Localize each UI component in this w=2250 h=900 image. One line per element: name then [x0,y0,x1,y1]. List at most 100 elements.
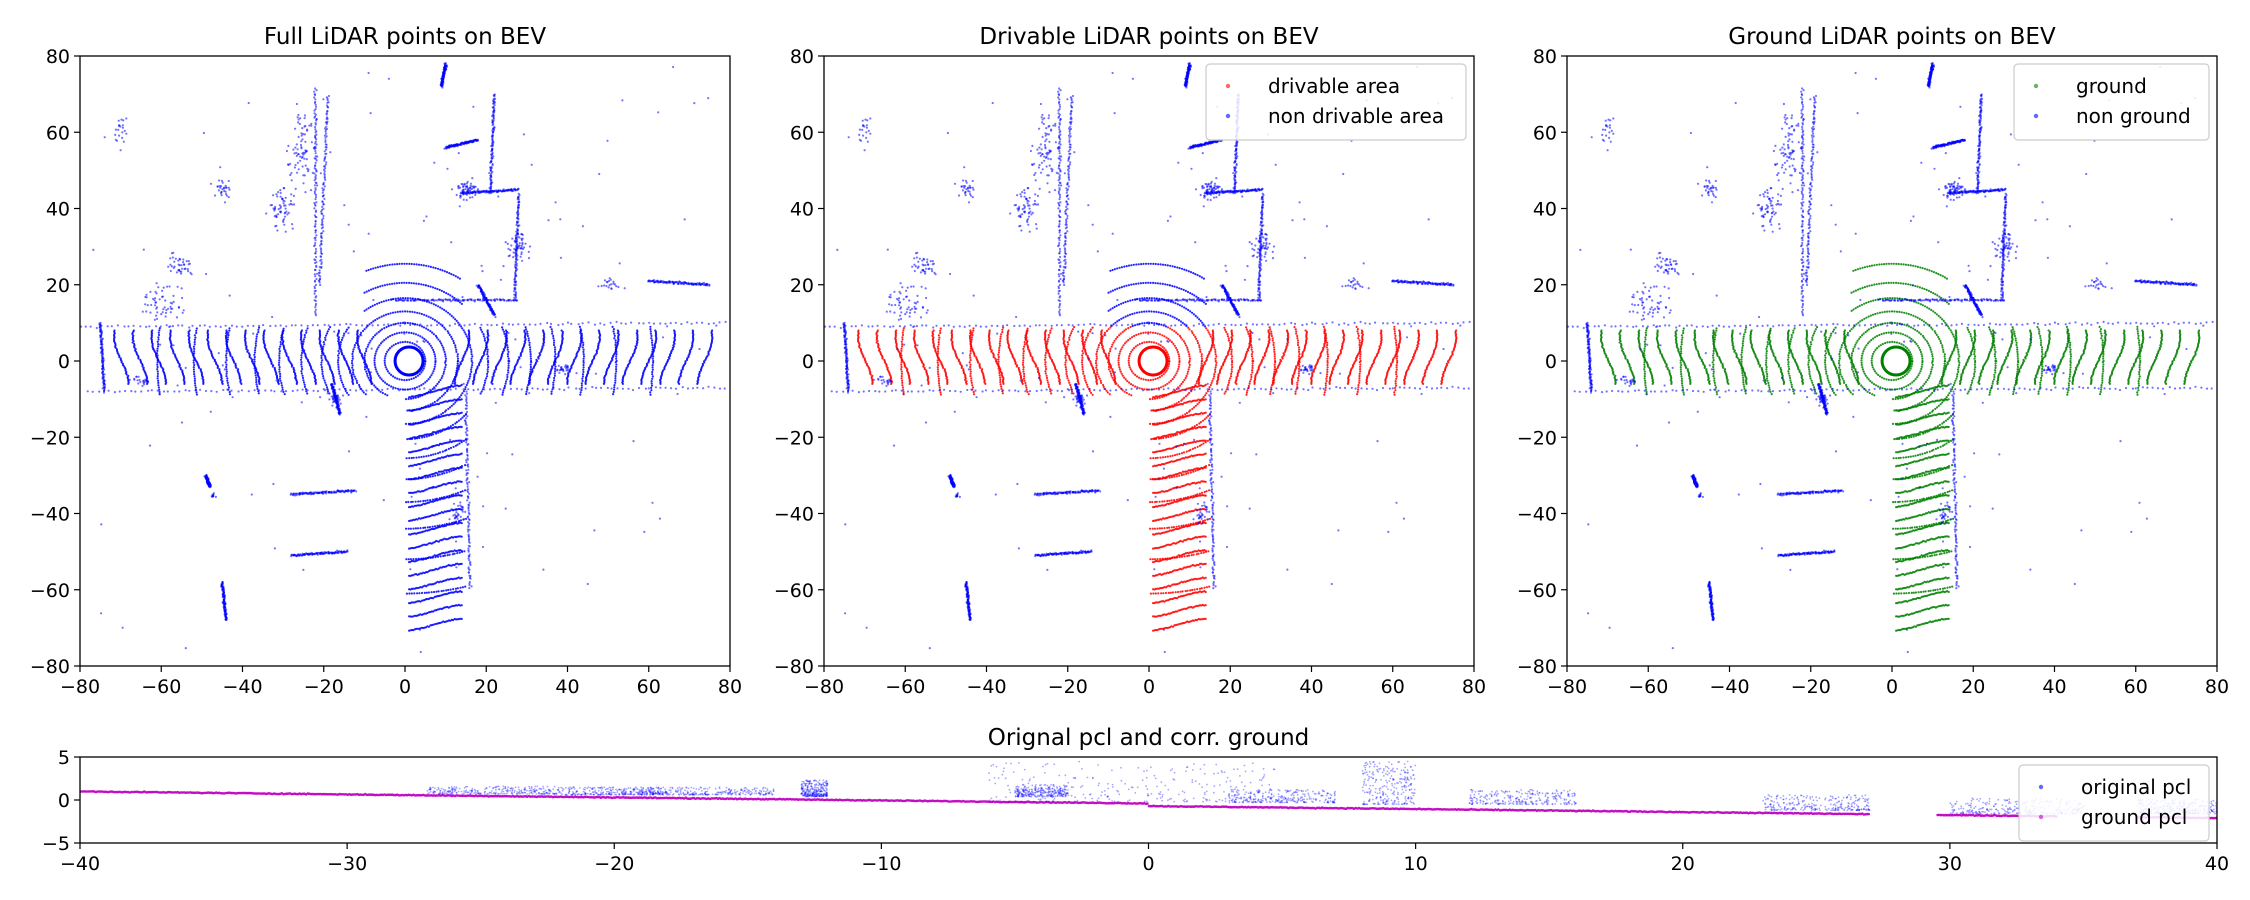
data-point [337,365,340,369]
data-point [444,328,447,331]
data-point [410,262,413,266]
data-point [417,345,420,348]
data-point [456,355,459,358]
data-point [441,323,444,327]
data-point [344,389,347,392]
data-point [651,346,654,349]
data-point [313,268,317,271]
data-point [486,350,489,353]
data-point [603,323,606,326]
data-point [651,339,654,342]
data-point [489,298,492,301]
data-point [278,370,281,373]
data-point [376,286,379,289]
data-point [226,379,229,382]
data-point [381,265,384,268]
data-point [184,389,187,392]
data-point [554,357,558,360]
data-point [325,132,328,135]
data-point [566,321,570,324]
data-point [425,264,428,267]
data-point [321,492,324,495]
data-point [321,368,324,371]
data-point [234,362,237,365]
data-point [444,62,447,65]
data-point [437,305,440,308]
data-point [379,285,382,288]
data-point [323,159,326,162]
data-point [582,363,585,367]
data-point [89,325,92,328]
data-point [465,461,468,464]
data-point [352,368,355,371]
data-point [255,378,258,381]
data-point [422,283,425,286]
data-point [410,592,413,595]
data-point [503,386,506,389]
data-point [691,387,695,390]
data-point [326,101,329,104]
data-point [612,390,615,393]
data-point [493,369,496,372]
data-point [320,250,323,253]
data-point [193,347,196,350]
data-point [292,366,295,369]
data-point [614,374,617,378]
data-point [456,360,459,363]
data-point [514,261,518,264]
data-point [463,298,466,301]
data-point [428,388,431,391]
data-point [409,322,412,325]
data-point [460,576,463,579]
data-point [514,280,518,283]
data-point [381,388,384,391]
data-point [156,370,159,373]
data-point [352,373,355,376]
data-point [320,356,323,359]
data-point [372,320,375,323]
data-point [314,98,317,101]
data-point [429,265,432,268]
data-point [613,384,616,387]
data-point [674,321,677,324]
data-point [315,277,318,281]
data-point [324,178,327,181]
data-point [468,582,471,585]
data-point [314,155,317,158]
data-point [442,290,446,294]
data-point [244,329,247,332]
data-point [690,322,693,325]
data-point [324,139,327,142]
data-point [321,223,324,226]
data-point [322,168,326,171]
data-point [383,339,386,342]
data-point [581,373,585,376]
data-point [410,377,413,381]
data-point [650,382,653,385]
data-point [278,356,281,360]
data-point [424,526,427,529]
data-point [467,496,470,500]
data-point [375,332,378,335]
data-point [398,378,401,381]
data-point [529,353,532,356]
data-point [550,328,553,331]
data-point [373,357,376,360]
data-point [570,322,573,325]
data-point [314,100,317,103]
data-point [404,422,408,425]
data-point [225,329,228,332]
data-point [483,381,486,384]
data-point [454,444,457,447]
data-point [376,372,379,375]
data-point [390,385,393,388]
data-point [479,392,482,395]
data-point [303,336,306,339]
data-point [219,325,222,328]
data-point [438,288,441,291]
data-point [460,394,463,397]
data-point [351,357,354,360]
data-point [465,390,468,393]
data-point [383,361,386,364]
